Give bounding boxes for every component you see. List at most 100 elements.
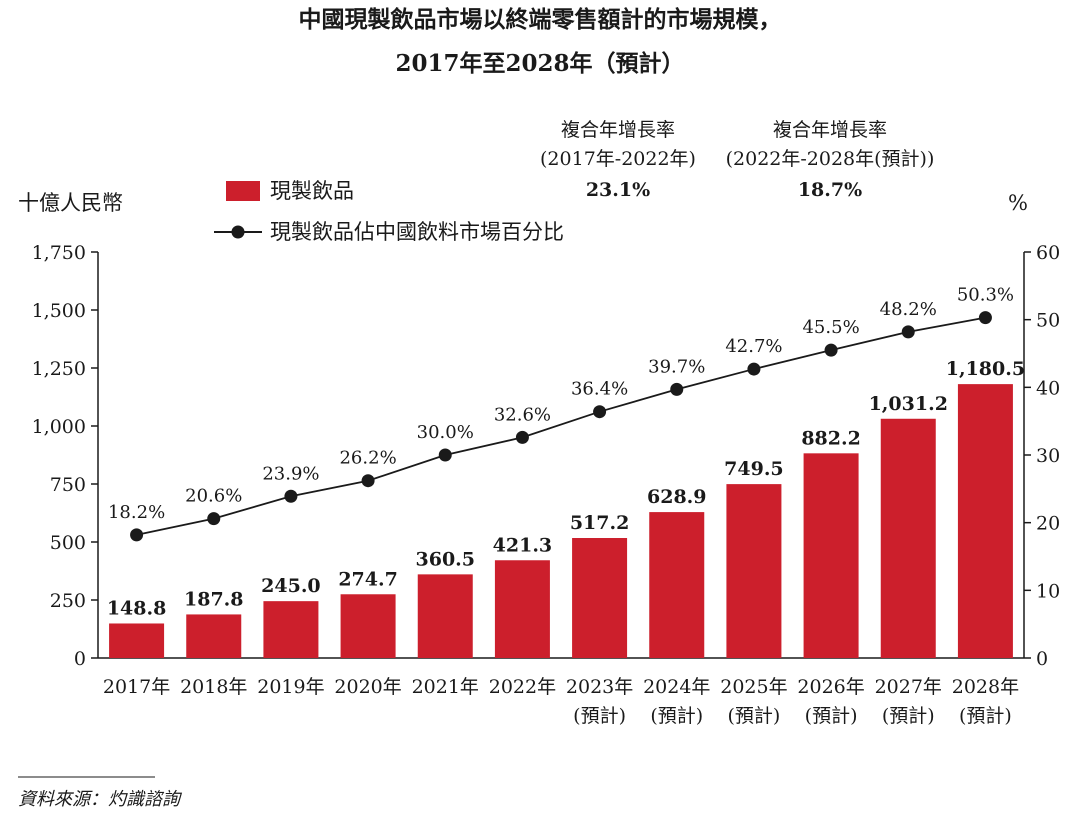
chart-title: 中國現製飲品市場以終端零售額計的市場規模， 2017年至2028年（預計） xyxy=(299,6,782,77)
x-tick-label: 2024年 xyxy=(643,676,710,698)
cagr-title-1: 複合年增長率 xyxy=(561,119,675,141)
bar-value-label: 148.8 xyxy=(107,597,167,619)
line-series: 18.2% 20.6% 23.9% 26.2% 30.0% 32.6% 36.4% 39.7%… xyxy=(108,285,1014,542)
bar-value-label: 517.2 xyxy=(570,512,630,534)
x-tick-label: 2023年 xyxy=(566,676,633,698)
y-left-unit: 十億人民幣 xyxy=(18,191,123,215)
line-value-label: 20.6% xyxy=(185,486,242,507)
line-point xyxy=(438,448,452,462)
x-tick-label: (預計) xyxy=(650,705,703,727)
x-tick-label: (預計) xyxy=(573,705,626,727)
bar-value-label: 628.9 xyxy=(647,486,707,508)
legend-line-label: 現製飲品佔中國飲料市場百分比 xyxy=(270,220,564,244)
bar xyxy=(263,601,319,658)
line-value-label: 30.0% xyxy=(417,422,474,443)
y-left-tick-label: 250 xyxy=(50,590,86,612)
line-point xyxy=(284,489,298,503)
line-value-label: 36.4% xyxy=(571,379,628,400)
line-value-label: 42.7% xyxy=(725,336,782,357)
y-right-tick-label: 40 xyxy=(1036,377,1060,399)
y-right-tick-label: 30 xyxy=(1036,445,1060,467)
line-value-label: 18.2% xyxy=(108,502,165,523)
x-tick-label: 2021年 xyxy=(412,676,479,698)
y-right-tick-label: 60 xyxy=(1036,242,1060,264)
cagr-block: 複合年增長率 (2017年-2022年) 23.1% 複合年增長率 (2022年-202… xyxy=(540,119,934,201)
bar-value-label: 274.7 xyxy=(338,568,398,590)
x-tick-label: 2017年 xyxy=(103,676,170,698)
bar xyxy=(880,418,936,658)
x-tick-label: 2026年 xyxy=(797,676,864,698)
y-left-tick-label: 1,500 xyxy=(32,300,86,322)
bar xyxy=(494,560,550,658)
bar xyxy=(957,384,1013,658)
bar-value-label: 1,031.2 xyxy=(869,393,948,415)
cagr-period-2: (2022年-2028年(預計)) xyxy=(726,148,935,170)
cagr-value-1: 23.1% xyxy=(586,179,650,201)
cagr-value-2: 18.7% xyxy=(798,179,862,201)
y-right-tick-label: 10 xyxy=(1036,580,1060,602)
line-value-label: 39.7% xyxy=(648,356,705,377)
axes: 十億人民幣 % 0 250 500 750 1,000 1,250 1,500 1,750 0 10 2… xyxy=(18,191,1060,670)
x-tick-label: 2027年 xyxy=(875,676,942,698)
x-tick-label: (預計) xyxy=(882,705,935,727)
bar xyxy=(649,512,705,658)
y-left-tick-label: 750 xyxy=(50,474,86,496)
line-point xyxy=(824,343,838,357)
line-point xyxy=(670,382,684,396)
line-point xyxy=(747,362,761,376)
y-right-unit: % xyxy=(1008,191,1028,215)
source-text: 資料來源：灼識諮詢 xyxy=(18,789,183,810)
bar-value-label: 360.5 xyxy=(416,548,476,570)
bar xyxy=(803,453,859,658)
y-right-tick-label: 0 xyxy=(1036,648,1048,670)
y-left-tick-label: 500 xyxy=(50,532,86,554)
line-point xyxy=(361,474,375,488)
y-left-tick-label: 1,000 xyxy=(32,416,86,438)
line-point xyxy=(515,430,529,444)
cagr-title-2: 複合年增長率 xyxy=(773,119,887,141)
bar-value-label: 245.0 xyxy=(261,575,321,597)
line-point xyxy=(130,528,144,542)
bar xyxy=(726,484,782,658)
legend-line-marker xyxy=(231,225,245,239)
line-point xyxy=(207,512,221,526)
y-left-tick-label: 1,750 xyxy=(32,242,86,264)
line-path xyxy=(136,316,986,536)
bar-value-label: 882.2 xyxy=(801,427,861,449)
y-left-tick-label: 1,250 xyxy=(32,358,86,380)
line-value-label: 50.3% xyxy=(957,285,1014,306)
x-tick-label: 2020年 xyxy=(334,676,401,698)
legend-bar-label: 現製飲品 xyxy=(270,179,354,203)
y-right-tick-label: 50 xyxy=(1036,310,1060,332)
bar-value-label: 749.5 xyxy=(724,458,784,480)
bar xyxy=(186,614,242,658)
bar xyxy=(109,623,165,658)
line-value-label: 32.6% xyxy=(494,404,551,425)
x-tick-labels: 2017年 2018年 2019年 2020年 2021年 2022年 2023年 (預計) 2… xyxy=(103,676,1019,727)
source-note: 資料來源：灼識諮詢 xyxy=(18,776,183,810)
y-left-tick-label: 0 xyxy=(74,648,86,670)
x-tick-label: 2018年 xyxy=(180,676,247,698)
y-right-tick-label: 20 xyxy=(1036,513,1060,535)
x-tick-label: 2025年 xyxy=(720,676,787,698)
bar-value-label: 421.3 xyxy=(493,534,553,556)
cagr-period-1: (2017年-2022年) xyxy=(540,148,696,170)
legend-bar-swatch xyxy=(226,181,260,201)
bars: 148.8 187.8 245.0 274.7 360.5 421.3 517.2 628.9… xyxy=(107,358,1025,658)
line-value-label: 23.9% xyxy=(262,463,319,484)
line-value-label: 26.2% xyxy=(339,448,396,469)
bar-value-label: 1,180.5 xyxy=(946,358,1025,380)
line-point xyxy=(901,325,915,339)
line-point xyxy=(978,311,992,325)
chart-title-line-1: 中國現製飲品市場以終端零售額計的市場規模， xyxy=(299,6,782,33)
bar-value-label: 187.8 xyxy=(184,588,244,610)
line-point xyxy=(593,405,607,419)
x-tick-label: 2019年 xyxy=(257,676,324,698)
line-value-label: 45.5% xyxy=(802,317,859,338)
x-tick-label: (預計) xyxy=(959,705,1012,727)
x-tick-label: (預計) xyxy=(805,705,858,727)
bar xyxy=(340,594,396,658)
